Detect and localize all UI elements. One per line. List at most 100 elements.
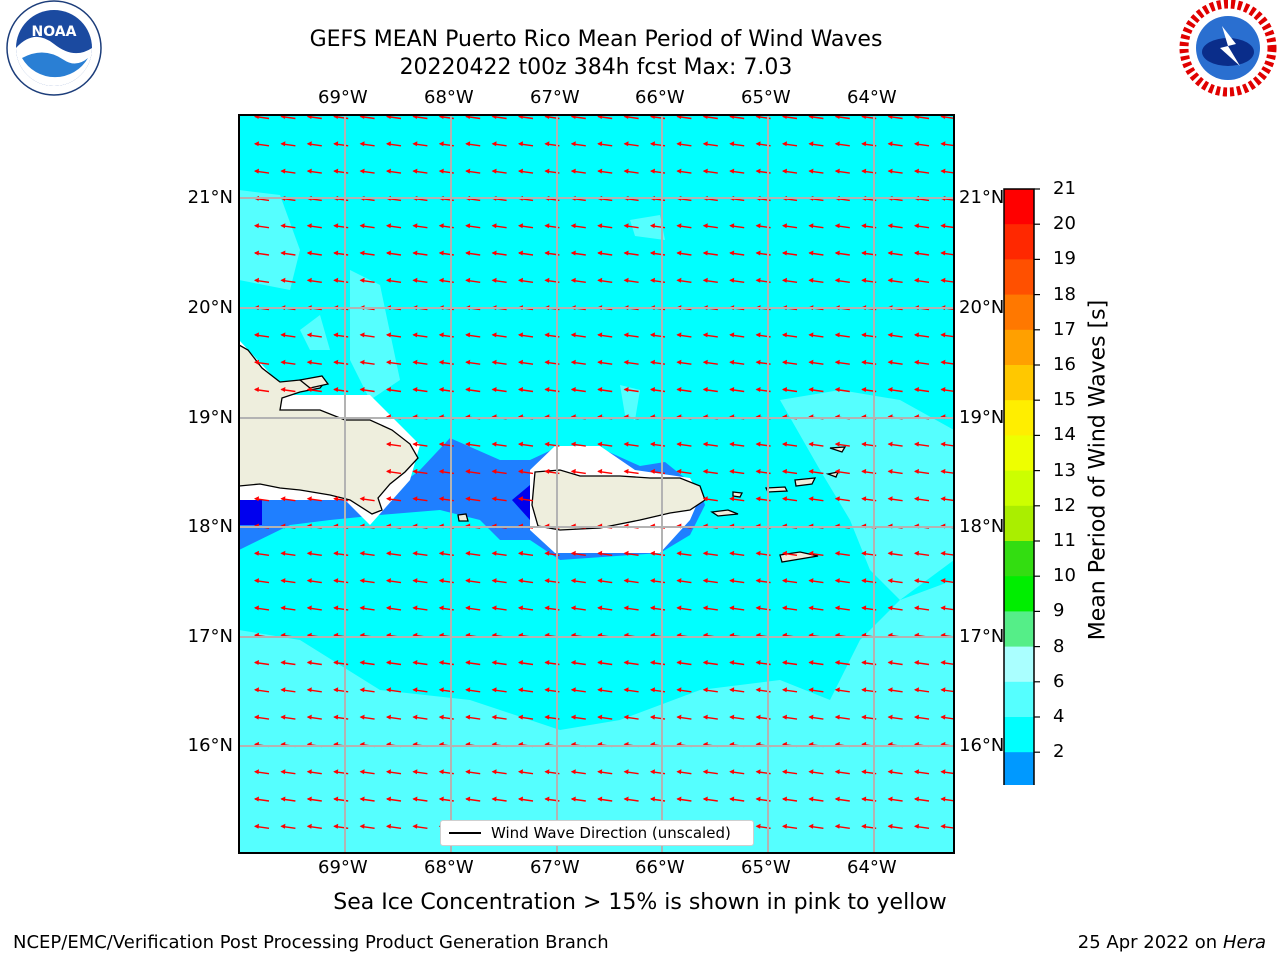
direction-arrow	[676, 796, 692, 802]
direction-arrow	[280, 660, 296, 666]
direction-arrow	[729, 250, 745, 256]
direction-arrow	[834, 359, 850, 365]
lat-label-left: 17°N	[187, 626, 233, 647]
direction-arrow	[570, 441, 586, 447]
direction-arrow	[570, 468, 586, 475]
direction-arrow	[834, 277, 850, 283]
direction-arrow	[676, 359, 692, 365]
direction-arrow	[491, 223, 507, 229]
direction-arrow	[570, 660, 586, 666]
direction-arrow	[518, 387, 534, 393]
direction-arrow	[914, 168, 930, 174]
direction-arrow	[702, 332, 718, 338]
direction-arrow	[808, 387, 824, 393]
direction-arrow	[597, 168, 613, 174]
direction-arrow	[386, 769, 402, 775]
direction-arrow	[386, 605, 402, 611]
direction-arrow	[491, 387, 507, 393]
direction-arrow	[729, 714, 745, 720]
direction-arrow	[808, 441, 824, 447]
direction-arrow	[412, 168, 428, 174]
colorbar-tick-label: 17	[1053, 318, 1076, 340]
direction-arrow	[808, 769, 824, 775]
direction-arrow	[597, 441, 613, 447]
direction-arrow	[729, 277, 745, 283]
colorbar-title: Mean Period of Wind Waves [s]	[1085, 299, 1111, 641]
colorbar-segment	[1004, 541, 1034, 577]
colorbar-tick-label: 9	[1053, 600, 1065, 622]
direction-arrow	[465, 223, 481, 229]
direction-arrow	[914, 687, 930, 693]
direction-arrow	[702, 578, 718, 584]
colorbar-tick-label: 11	[1053, 530, 1076, 551]
direction-arrow	[914, 605, 930, 611]
direction-arrow	[412, 441, 428, 447]
direction-arrow	[676, 687, 692, 693]
direction-arrow	[306, 823, 322, 829]
direction-arrow	[834, 550, 850, 556]
colorbar-tick-label: 15	[1053, 389, 1076, 411]
direction-arrow	[887, 332, 903, 338]
direction-arrow	[359, 796, 375, 802]
colorbar	[1003, 188, 1040, 785]
direction-arrow	[412, 223, 428, 229]
direction-arrow	[782, 332, 798, 338]
lon-label-top: 65°W	[741, 87, 791, 108]
direction-arrow	[676, 660, 692, 666]
direction-arrow	[808, 605, 824, 611]
direction-arrow	[359, 496, 375, 502]
direction-arrow	[808, 223, 824, 229]
direction-arrow	[729, 441, 745, 447]
direction-arrow	[412, 359, 428, 365]
direction-arrow	[782, 578, 798, 584]
direction-arrow	[518, 359, 534, 365]
colorbar-tick-label: 10	[1053, 565, 1076, 587]
direction-arrow	[254, 496, 270, 502]
direction-arrow	[491, 250, 507, 256]
direction-arrow	[623, 796, 639, 802]
direction-arrow	[702, 605, 718, 611]
colorbar-segment	[1004, 400, 1034, 436]
noaa-logo-text: NOAA	[32, 24, 77, 40]
lat-label-right: 17°N	[959, 626, 1005, 647]
direction-arrow	[729, 168, 745, 174]
direction-arrow	[834, 223, 850, 229]
direction-arrow	[702, 796, 718, 802]
direction-arrow	[280, 578, 296, 584]
lon-label-bottom: 67°W	[530, 857, 580, 878]
direction-arrow	[729, 359, 745, 365]
direction-arrow	[280, 796, 296, 802]
colorbar-segment	[1004, 259, 1034, 296]
direction-arrow	[280, 250, 296, 256]
direction-arrow	[412, 687, 428, 693]
colorbar-tick-label: 6	[1053, 670, 1065, 692]
colorbar-tick-label: 16	[1053, 354, 1076, 375]
direction-arrow	[491, 660, 507, 666]
direction-arrow	[412, 578, 428, 584]
direction-arrow	[623, 168, 639, 174]
chart-title: GEFS MEAN Puerto Rico Mean Period of Win…	[309, 27, 883, 52]
direction-arrow	[702, 141, 718, 147]
direction-arrow	[887, 714, 903, 720]
direction-arrow	[729, 223, 745, 229]
direction-arrow	[491, 277, 507, 283]
lon-label-bottom: 65°W	[741, 857, 791, 878]
direction-arrow	[518, 223, 534, 229]
direction-arrow	[570, 605, 586, 611]
direction-arrow	[570, 769, 586, 775]
colorbar-tick-label: 19	[1053, 248, 1076, 270]
direction-arrow	[597, 277, 613, 283]
direction-arrow	[887, 468, 903, 475]
direction-arrow	[386, 550, 402, 556]
direction-arrow	[254, 332, 270, 338]
direction-arrow	[465, 277, 481, 283]
direction-arrow	[834, 660, 850, 666]
direction-arrow	[412, 660, 428, 666]
direction-arrow	[887, 578, 903, 584]
direction-arrow	[729, 578, 745, 584]
direction-arrow	[386, 496, 402, 502]
colorbar-tick-label: 18	[1053, 283, 1076, 305]
direction-arrow	[597, 223, 613, 229]
direction-arrow	[518, 578, 534, 584]
direction-arrow	[491, 141, 507, 147]
